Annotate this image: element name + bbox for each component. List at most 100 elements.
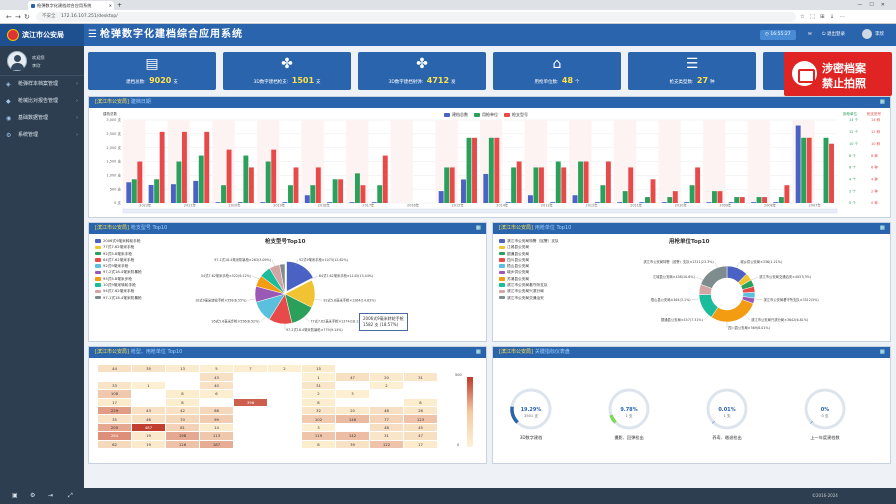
heatmap-cell[interactable]: 35: [131, 363, 166, 374]
browser-tab[interactable]: 枪弹数字化建档综合应用系统 ✕: [28, 1, 114, 10]
heatmap-cell[interactable]: 39: [335, 439, 370, 449]
heatmap-cell[interactable]: [233, 372, 268, 382]
legend-row[interactable]: 92式5.8毫米手枪: [95, 252, 142, 258]
heatmap-cell[interactable]: 6: [199, 389, 234, 399]
message-icon[interactable]: ✉: [808, 32, 812, 37]
heatmap-cell[interactable]: [267, 405, 302, 416]
zoom-slider[interactable]: [122, 208, 838, 214]
back-icon[interactable]: ←: [6, 13, 12, 21]
heatmap-cell[interactable]: 19: [131, 431, 166, 441]
legend-row[interactable]: 54式7.62毫米手枪: [95, 289, 142, 295]
heatmap-cell[interactable]: 1: [301, 372, 336, 382]
heatmap-cell[interactable]: 5: [199, 363, 234, 374]
heatmap-cell[interactable]: 7: [233, 363, 268, 374]
heatmap-cell[interactable]: 43: [199, 372, 234, 382]
heatmap-cell[interactable]: 47: [335, 372, 370, 382]
heatmap-cell[interactable]: 20: [335, 405, 370, 416]
heatmap-cell[interactable]: 62: [97, 439, 132, 449]
heatmap-cell[interactable]: [233, 422, 268, 433]
heatmap-cell[interactable]: [267, 414, 302, 424]
legend-row[interactable]: 江城县公安局: [499, 245, 559, 251]
pie-slice[interactable]: [710, 299, 754, 323]
heatmap-cell[interactable]: 8: [301, 397, 336, 407]
heatmap-cell[interactable]: [165, 372, 200, 382]
heatmap-cell[interactable]: 77: [369, 414, 404, 424]
close-tab-icon[interactable]: ✕: [108, 3, 112, 8]
grid-icon[interactable]: ▦: [475, 349, 481, 355]
heatmap-cell[interactable]: 20: [369, 372, 404, 382]
grid-icon[interactable]: ▦: [879, 225, 885, 231]
heatmap-cell[interactable]: 8: [403, 397, 438, 407]
heatmap-cell[interactable]: [369, 397, 404, 407]
legend-row[interactable]: 97-2式18.4毫米防暴枪: [95, 270, 142, 276]
heatmap-cell[interactable]: [369, 389, 404, 399]
heatmap-cell[interactable]: 46: [369, 405, 404, 416]
legend-types[interactable]: 枪支型号: [504, 112, 528, 118]
legend-row[interactable]: 10式9毫米转轮手枪: [95, 283, 142, 289]
heatmap-cell[interactable]: 2: [301, 389, 336, 399]
legend-row[interactable]: 四川县公安局: [499, 258, 559, 264]
grid-icon[interactable]: ▦: [879, 349, 885, 355]
new-tab-button[interactable]: +: [117, 2, 123, 9]
heatmap-cell[interactable]: 81: [165, 422, 200, 433]
legend-row[interactable]: 银通县公安局: [499, 252, 559, 258]
heatmap-cell[interactable]: 15: [301, 363, 336, 374]
heatmap-cell[interactable]: 123: [403, 414, 438, 424]
legend-row[interactable]: 滨江市公安局交通治安: [499, 296, 559, 302]
heatmap-cell[interactable]: 102: [301, 414, 336, 424]
heatmap-cell[interactable]: 99: [199, 414, 234, 424]
menu-toggle-icon[interactable]: ☰: [88, 29, 97, 40]
heatmap-cell[interactable]: [403, 389, 438, 399]
pie-slice[interactable]: [700, 265, 728, 289]
heatmap-cell[interactable]: 31: [301, 380, 336, 391]
heatmap-cell[interactable]: 42: [165, 405, 200, 416]
legend-row[interactable]: 64式7.62毫米手枪: [95, 258, 142, 264]
heatmap-cell[interactable]: 31: [369, 431, 404, 441]
heatmap-cell[interactable]: 8: [301, 439, 336, 449]
stat-card-gun-types[interactable]: ☰ 枪支类型数: 27 种: [628, 52, 756, 90]
heatmap-cell[interactable]: [233, 431, 268, 441]
heatmap-cell[interactable]: 44: [97, 363, 132, 374]
heatmap-cell[interactable]: [233, 380, 268, 391]
header-username[interactable]: 李欣: [875, 32, 884, 37]
legend-row[interactable]: 2006式9毫米转轮手枪: [95, 239, 142, 245]
gear-icon[interactable]: ⚙: [30, 492, 36, 499]
heatmap-cell[interactable]: 40: [199, 380, 234, 391]
heatmap-cell[interactable]: [267, 372, 302, 382]
heatmap-cell[interactable]: [233, 439, 268, 449]
heatmap-cell[interactable]: 113: [199, 431, 234, 441]
heatmap-cell[interactable]: [165, 380, 200, 391]
heatmap-cell[interactable]: 26: [403, 405, 438, 416]
heatmap-cell[interactable]: 122: [369, 439, 404, 449]
grid-icon[interactable]: ▦: [879, 99, 885, 105]
window-controls[interactable]: —☐✕: [857, 2, 892, 8]
heatmap-cell[interactable]: 70: [165, 414, 200, 424]
heatmap-cell[interactable]: 200: [97, 422, 132, 433]
heatmap-cell[interactable]: 2: [369, 380, 404, 391]
heatmap-cell[interactable]: 142: [335, 431, 370, 441]
legend-units[interactable]: 用枪单位: [474, 112, 498, 118]
heatmap-cell[interactable]: 126: [165, 439, 200, 449]
heatmap-cell[interactable]: [267, 422, 302, 433]
legend-total[interactable]: 建档总数: [444, 112, 468, 118]
heatmap-cell[interactable]: [267, 397, 302, 407]
heatmap-cell[interactable]: 14: [199, 422, 234, 433]
sidebar-item-sample-archive[interactable]: ◈ 枪弹样本档案管理 ›: [0, 76, 84, 93]
heatmap-cell[interactable]: 146: [335, 414, 370, 424]
heatmap-cell[interactable]: 17: [403, 439, 438, 449]
legend-row[interactable]: 97-1式18.4毫米防暴枪: [95, 296, 142, 302]
heatmap-cell[interactable]: 1: [131, 380, 166, 391]
legend-row[interactable]: 滨江市公安局特警（巡警）支队: [499, 239, 559, 245]
header-avatar[interactable]: [862, 29, 872, 39]
heatmap-cell[interactable]: 264: [97, 431, 132, 441]
heatmap-cell[interactable]: [199, 397, 234, 407]
heatmap-cell[interactable]: 33: [97, 380, 132, 391]
heatmap-cell[interactable]: [403, 380, 438, 391]
heatmap-cell[interactable]: [335, 397, 370, 407]
legend-row[interactable]: 77式7.62毫米手枪: [95, 245, 142, 251]
heatmap-cell[interactable]: 47: [403, 431, 438, 441]
browser-extension-icons[interactable]: ☆⬚⊞↓⋯: [800, 14, 850, 20]
legend-row[interactable]: 滨江市公安局兴滨分局: [499, 289, 559, 295]
heatmap-cell[interactable]: 17: [97, 397, 132, 407]
sidebar-item-system[interactable]: ⚙ 系统管理 ›: [0, 127, 84, 144]
